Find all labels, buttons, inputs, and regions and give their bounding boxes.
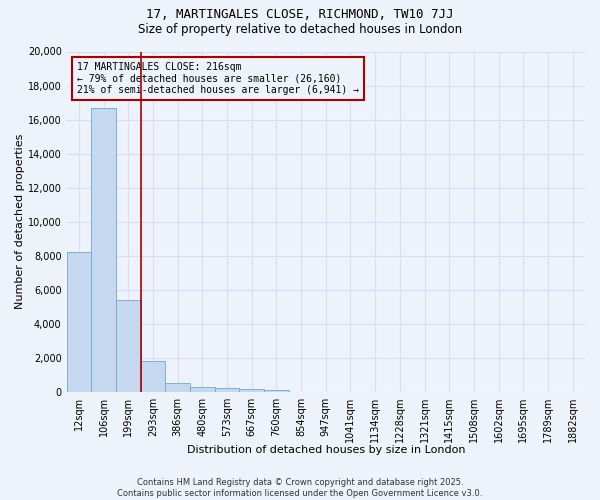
Bar — [67, 252, 91, 392]
Bar — [190, 387, 215, 392]
Y-axis label: Number of detached properties: Number of detached properties — [15, 134, 25, 310]
Text: Size of property relative to detached houses in London: Size of property relative to detached ho… — [138, 22, 462, 36]
X-axis label: Distribution of detached houses by size in London: Distribution of detached houses by size … — [187, 445, 465, 455]
Bar — [264, 390, 289, 392]
Bar — [116, 300, 140, 392]
Bar — [140, 361, 165, 392]
Bar — [215, 388, 239, 392]
Text: Contains HM Land Registry data © Crown copyright and database right 2025.
Contai: Contains HM Land Registry data © Crown c… — [118, 478, 482, 498]
Text: 17 MARTINGALES CLOSE: 216sqm
← 79% of detached houses are smaller (26,160)
21% o: 17 MARTINGALES CLOSE: 216sqm ← 79% of de… — [77, 62, 359, 95]
Bar — [165, 384, 190, 392]
Bar — [91, 108, 116, 392]
Bar — [239, 390, 264, 392]
Text: 17, MARTINGALES CLOSE, RICHMOND, TW10 7JJ: 17, MARTINGALES CLOSE, RICHMOND, TW10 7J… — [146, 8, 454, 20]
